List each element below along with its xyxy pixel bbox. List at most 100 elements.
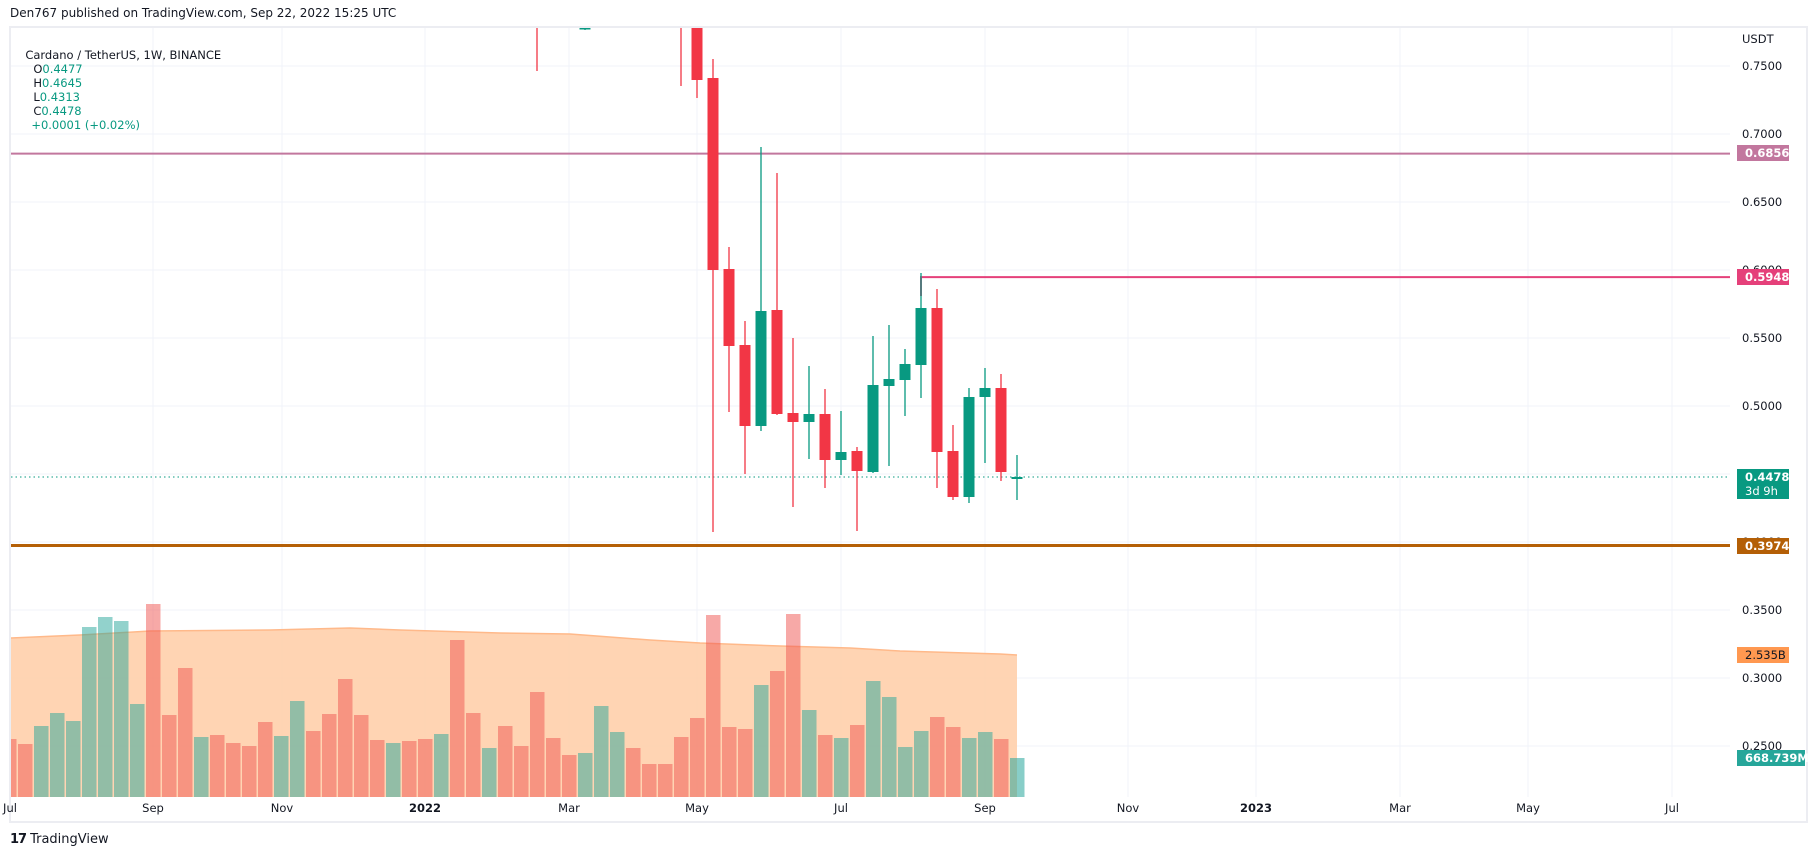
volume-bar	[962, 738, 977, 797]
candle	[707, 59, 719, 532]
candle-body	[963, 397, 975, 497]
change-value: +0.0001 (+0.02%)	[31, 118, 140, 132]
volume-bar	[50, 713, 65, 797]
volume-bar	[178, 668, 193, 797]
volume-bar	[34, 726, 49, 797]
volume-bar	[546, 738, 561, 797]
candle-body	[851, 451, 863, 471]
candle	[771, 173, 783, 415]
candle-body	[532, 18, 543, 20]
time-tick-label: Nov	[271, 801, 294, 815]
bar-countdown: 3d 9h	[1745, 484, 1778, 498]
candle-body	[931, 308, 943, 452]
time-axis[interactable]: Jul Sep Nov 2022 Mar May Jul Sep Nov 2023 Mar May Ju…	[2, 801, 1679, 815]
candle	[723, 247, 735, 412]
price-tick-label: 0.5000	[1742, 399, 1782, 413]
price-tick-label: 0.2500	[1742, 739, 1782, 753]
volume-bar	[850, 725, 865, 797]
candle	[676, 18, 687, 86]
volume-bar	[146, 604, 161, 797]
volume-ma-area	[11, 628, 1017, 797]
candle-body	[787, 413, 799, 422]
volume-bar	[674, 737, 689, 797]
candle	[835, 411, 847, 475]
price-levels[interactable]	[11, 152, 1730, 548]
candle-body	[979, 388, 991, 397]
volume-bar	[994, 739, 1009, 797]
candle	[851, 447, 863, 531]
candle	[755, 147, 767, 431]
candle-body	[883, 379, 895, 386]
volume-bar	[482, 748, 497, 797]
candle-body	[755, 311, 767, 426]
price-tag-0.6856: 0.6856	[1737, 145, 1789, 161]
volume-bar	[66, 721, 81, 797]
time-tick-label: Sep	[142, 801, 164, 815]
volume-bar	[978, 732, 993, 797]
high-value: 0.4645	[41, 76, 83, 90]
candle	[979, 368, 991, 463]
candle	[579, 28, 591, 30]
candle	[532, 18, 543, 71]
volume-bar	[690, 718, 705, 797]
volume-bar	[738, 729, 753, 797]
candle	[691, 28, 703, 98]
volume-bar	[226, 743, 241, 797]
price-axis[interactable]: 0.75000.70000.65000.60000.55000.50000.45…	[1742, 32, 1782, 753]
volume-bar	[114, 621, 129, 797]
price-tick-label: 0.3000	[1742, 671, 1782, 685]
volume-bar	[402, 741, 417, 797]
candle	[739, 321, 751, 474]
high-label: H	[33, 76, 42, 90]
time-tick-label: Mar	[1389, 801, 1411, 815]
volume-bar	[834, 738, 849, 797]
last-price-tag: 0.4478 3d 9h	[1737, 469, 1789, 499]
volume-bar	[258, 722, 273, 797]
volume-bar	[370, 740, 385, 797]
candle-body	[676, 18, 687, 20]
price-tick-label: 0.6500	[1742, 195, 1782, 209]
footer-branding[interactable]: 17 TradingView	[10, 832, 109, 847]
candle	[883, 325, 895, 466]
volume-bar	[914, 731, 929, 797]
volume-bar	[11, 739, 17, 797]
candle-body	[819, 414, 831, 460]
candle-body	[867, 385, 879, 472]
volume-bar	[450, 640, 465, 797]
candle	[915, 273, 927, 398]
volume-bar	[274, 736, 289, 797]
candle	[867, 336, 879, 473]
volume-bar	[210, 735, 225, 797]
volume-bar	[514, 746, 529, 797]
volume-bar	[946, 727, 961, 797]
volume-bar	[818, 735, 833, 797]
candle-body	[835, 452, 847, 460]
currency-label: USDT	[1742, 32, 1775, 46]
volume-bar	[562, 755, 577, 797]
candle-body	[803, 414, 815, 422]
volume-bar	[290, 701, 305, 797]
price-tick-label: 0.7500	[1742, 59, 1782, 73]
volume-bar	[642, 764, 657, 797]
volume-bar	[930, 717, 945, 797]
open-label: O	[33, 62, 43, 76]
time-tick-label: Nov	[1117, 801, 1140, 815]
publish-info: Den767 published on TradingView.com, Sep…	[10, 6, 397, 20]
time-tick-label: Jul	[833, 801, 848, 815]
symbol-title[interactable]: Cardano / TetherUS, 1W, BINANCE	[25, 48, 222, 62]
time-tick-label: Jul	[1664, 801, 1679, 815]
volume-bar	[722, 727, 737, 797]
volume-bar	[306, 731, 321, 797]
time-tick-label: May	[685, 801, 709, 815]
time-tick-label: Mar	[558, 801, 580, 815]
volume-bar	[82, 627, 97, 797]
candle-body	[579, 28, 591, 30]
volume-bar	[530, 692, 545, 797]
volume-bar	[498, 726, 513, 797]
candle-body	[899, 364, 911, 380]
candle-body	[707, 78, 719, 270]
open-value: 0.4477	[42, 62, 83, 76]
volume-bar	[594, 706, 609, 797]
volume-bar	[130, 704, 145, 797]
